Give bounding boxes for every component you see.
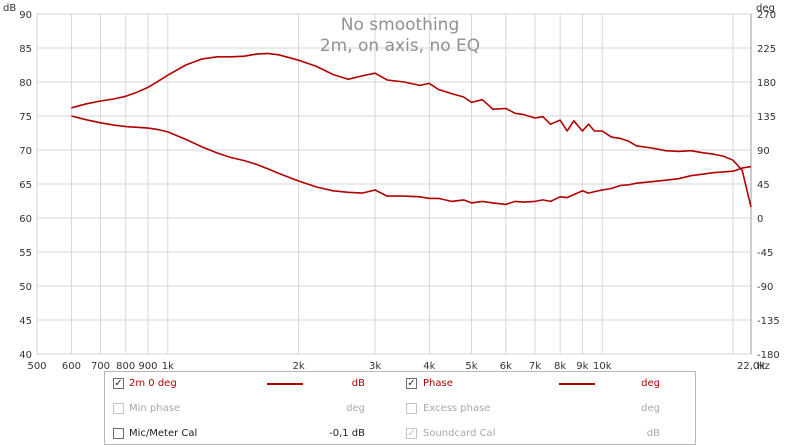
y-tick-label: 65 xyxy=(19,180,32,191)
y-tick-label: 90 xyxy=(19,10,32,21)
y-tick-label: 70 xyxy=(19,146,32,157)
x-tick-label: 9k xyxy=(576,361,588,370)
x-tick-label: 8k xyxy=(554,361,566,370)
x-tick-label: 5k xyxy=(465,361,477,370)
x-tick-label: 700 xyxy=(91,361,110,370)
y2-tick-label: -45 xyxy=(757,248,773,259)
y2-tick-label: 45 xyxy=(757,180,770,191)
y-tick-label: 80 xyxy=(19,78,32,89)
legend-row-2: Min phase deg Excess phase deg xyxy=(105,400,695,418)
y2-tick-label: 270 xyxy=(757,10,776,21)
legend-label-2m-0-deg: 2m 0 deg xyxy=(129,378,177,389)
left-axis-unit: dB xyxy=(3,3,16,14)
legend-unit-excess-phase: deg xyxy=(641,403,660,414)
right-axis-unit: deg xyxy=(756,3,775,14)
legend-label-min-phase: Min phase xyxy=(129,403,181,414)
legend-unit-phase: deg xyxy=(641,378,660,389)
x-tick-label: 4k xyxy=(423,361,435,370)
legend-label-phase: Phase xyxy=(423,378,453,389)
y2-tick-label: 135 xyxy=(757,112,776,123)
grid-lines xyxy=(36,13,751,355)
x-tick-label: 500 xyxy=(27,361,46,370)
x-tick-label: 6k xyxy=(500,361,512,370)
chart-area: 500 600 700 800 900 1k 2k 3k 4k 5k 6k 7k 8k 9k 10k 22,0… xyxy=(3,3,780,370)
y2-tick-label: 0 xyxy=(757,214,763,225)
legend-label-mic-meter-cal: Mic/Meter Cal xyxy=(129,428,198,439)
x-tick-label: 900 xyxy=(138,361,157,370)
y2-tick-label: -135 xyxy=(757,316,780,327)
legend-row-1: ✓ 2m 0 deg dB ✓ Phase deg xyxy=(105,375,695,393)
x-tick-label: 1k xyxy=(162,361,174,370)
legend-row-3: Mic/Meter Cal -0,1 dB ✓ Soundcard Cal dB xyxy=(105,425,695,443)
x-tick-labels: 500 600 700 800 900 1k 2k 3k 4k 5k 6k 7k 8k 9k 10k 22,0… xyxy=(27,361,765,370)
legend-label-soundcard-cal: Soundcard Cal xyxy=(423,428,496,439)
y-tick-labels: 40 45 50 55 60 65 70 75 80 85 90 xyxy=(19,10,32,361)
check-icon: ✓ xyxy=(407,378,416,389)
x-tick-label: 2k xyxy=(292,361,304,370)
legend-checkbox-2m-0-deg[interactable]: ✓ xyxy=(113,378,124,389)
y-tick-label: 60 xyxy=(19,214,32,225)
y2-tick-labels: -180 -135 -90 -45 0 45 90 135 180 225 270 xyxy=(757,10,780,361)
y2-tick-label: 90 xyxy=(757,146,770,157)
y-tick-label: 75 xyxy=(19,112,32,123)
x-tick-label: 3k xyxy=(369,361,381,370)
legend-panel: ✓ 2m 0 deg dB ✓ Phase deg Min phase deg … xyxy=(104,371,696,445)
x-tick-label: 600 xyxy=(62,361,81,370)
y2-tick-label: 225 xyxy=(757,44,776,55)
series-line-2m-0-deg xyxy=(71,52,752,208)
series-line-phase xyxy=(71,115,752,206)
legend-label-excess-phase: Excess phase xyxy=(423,403,491,414)
x-tick-label: 800 xyxy=(116,361,135,370)
x-axis-unit: Hz xyxy=(757,361,770,370)
legend-unit-min-phase: deg xyxy=(346,403,365,414)
series-lines xyxy=(71,52,752,208)
chart-title: No smoothing xyxy=(341,15,459,35)
legend-checkbox-mic-meter-cal[interactable] xyxy=(113,428,124,439)
legend-checkbox-phase[interactable]: ✓ xyxy=(406,378,417,389)
y-tick-label: 40 xyxy=(19,350,32,361)
legend-checkbox-soundcard-cal[interactable]: ✓ xyxy=(406,428,417,439)
x-tick-label: 10k xyxy=(593,361,612,370)
y-tick-label: 85 xyxy=(19,44,32,55)
chart-subtitle: 2m, on axis, no EQ xyxy=(320,36,480,56)
x-tick-label: 22,0k xyxy=(737,361,765,370)
legend-unit-mic-meter-cal: -0,1 dB xyxy=(329,428,365,439)
check-icon: ✓ xyxy=(114,378,123,389)
legend-unit-2m-0-deg: dB xyxy=(351,378,365,389)
y-tick-label: 55 xyxy=(19,248,32,259)
legend-swatch-2m-0-deg xyxy=(267,383,303,385)
y-tick-label: 45 xyxy=(19,316,32,327)
x-tick-label: 7k xyxy=(529,361,541,370)
legend-unit-soundcard-cal: dB xyxy=(646,428,660,439)
y2-tick-label: -90 xyxy=(757,282,773,293)
y-tick-label: 50 xyxy=(19,282,32,293)
y2-tick-label: 180 xyxy=(757,78,776,89)
y2-tick-label: -180 xyxy=(757,350,780,361)
check-icon: ✓ xyxy=(407,428,416,439)
legend-swatch-phase xyxy=(559,383,595,385)
legend-checkbox-excess-phase[interactable] xyxy=(406,403,417,414)
legend-checkbox-min-phase[interactable] xyxy=(113,403,124,414)
